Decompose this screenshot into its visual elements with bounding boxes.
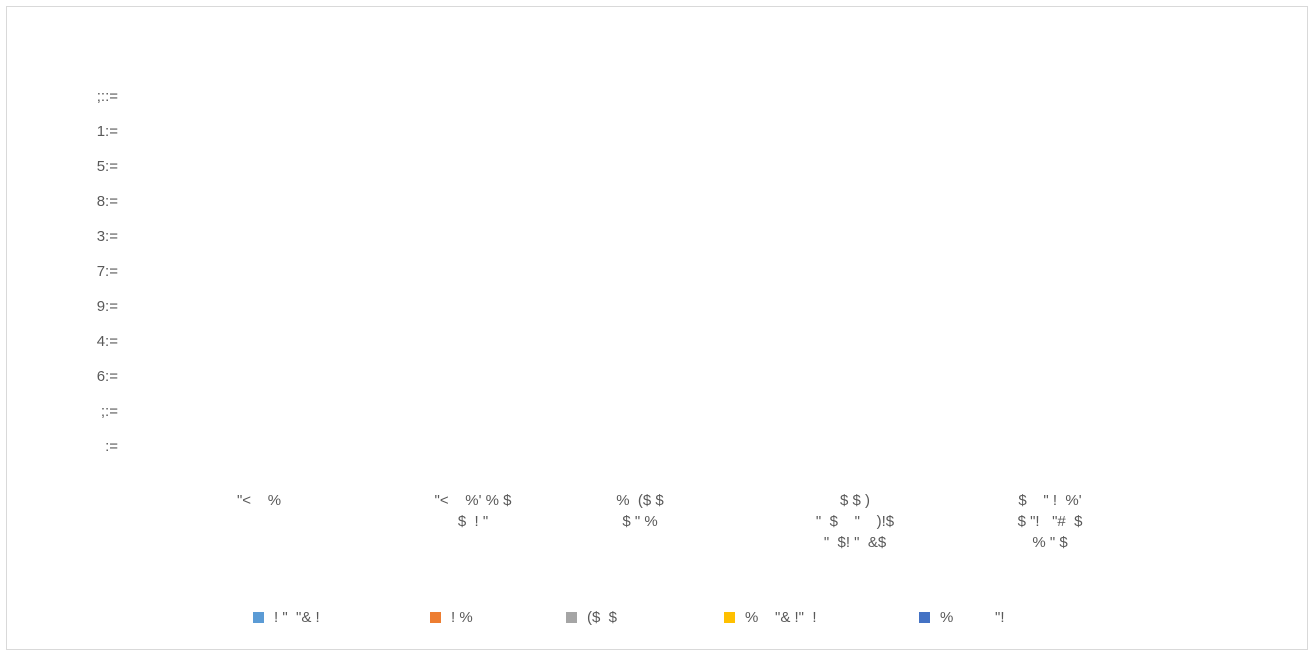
legend-item: ! % (430, 606, 473, 628)
y-tick-label: 1:= (96, 123, 118, 140)
legend-item: % "& !" ! (724, 606, 817, 628)
legend-label: ($ $ (587, 608, 618, 626)
y-tick-label: 9:= (96, 298, 118, 315)
legend-swatch (724, 611, 735, 623)
y-tick-label: 7:= (96, 263, 118, 280)
legend-item: ! " "& ! (253, 606, 320, 628)
y-tick-label: 3:= (96, 228, 118, 245)
y-tick-label: 4:= (96, 333, 118, 350)
legend-label: % "& !" ! (745, 608, 817, 626)
legend-label: % "! (940, 608, 1005, 626)
chart-legend: ! " "& ! ! % ($ $ % "& !" ! % "! (0, 606, 1315, 628)
x-tick-label: "< %' % $ $ ! " (434, 492, 512, 530)
legend-swatch (430, 611, 441, 623)
x-tick-label: % ($ $ $ " % (616, 492, 664, 530)
y-tick-label: 5:= (96, 158, 118, 175)
x-tick-label: "< % (236, 492, 282, 509)
y-tick-label: ;::= (96, 88, 118, 105)
legend-item: % "! (919, 606, 1005, 628)
x-tick-label: $ $ ) " $ " )!$ " $! " &$ (815, 492, 895, 551)
y-tick-label: ;:= (100, 403, 118, 420)
legend-swatch (253, 611, 264, 623)
x-tick-label: $ " ! %' $ "! "# $ % " $ (1017, 492, 1083, 551)
legend-swatch (919, 611, 930, 623)
legend-label: ! % (451, 608, 473, 626)
y-tick-label: := (105, 438, 118, 455)
y-tick-label: 6:= (96, 368, 118, 385)
legend-swatch (566, 611, 577, 623)
y-tick-label: 8:= (96, 193, 118, 210)
plot-area (130, 96, 1280, 471)
legend-item: ($ $ (566, 606, 617, 628)
legend-label: ! " "& ! (274, 608, 320, 626)
chart-area (6, 6, 1308, 650)
